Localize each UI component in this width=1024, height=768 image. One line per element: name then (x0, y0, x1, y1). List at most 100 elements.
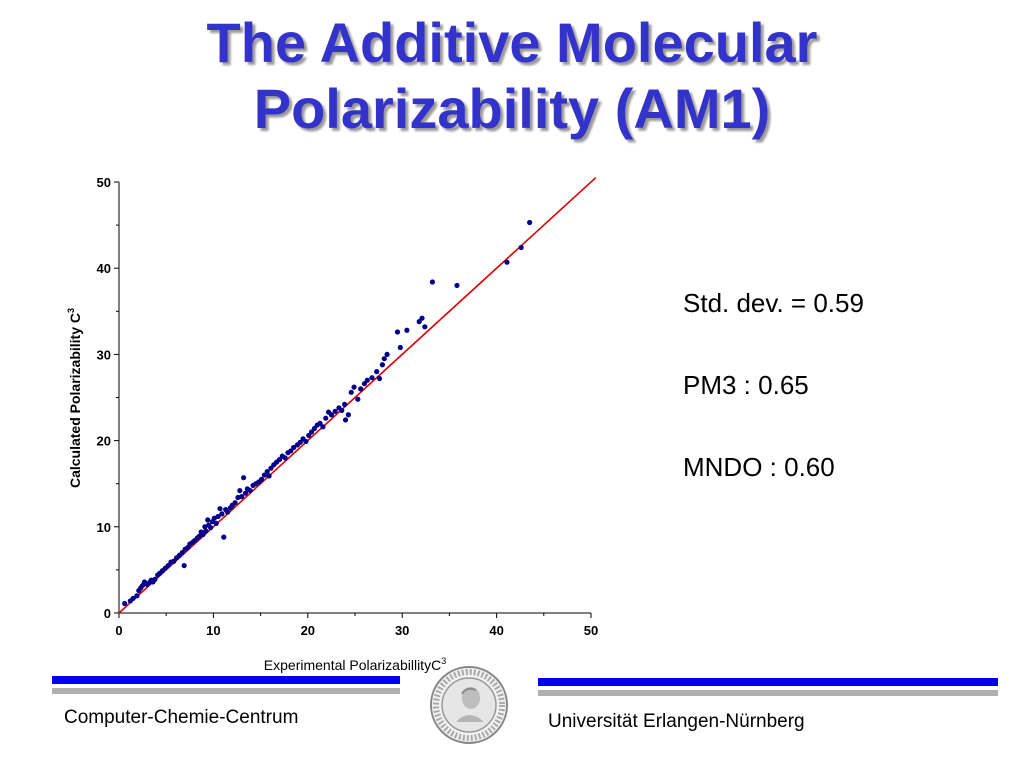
x-axis-label: Experimental PolarizabillityC3 (264, 656, 446, 673)
data-point (348, 389, 354, 395)
data-point (282, 455, 288, 461)
data-point (152, 576, 158, 582)
data-point (527, 219, 533, 226)
data-point (345, 412, 351, 418)
data-point (213, 520, 219, 526)
footer-left-text: Computer-Chemie-Centrum (64, 707, 299, 728)
data-point (205, 517, 211, 523)
data-point (239, 494, 245, 500)
data-point (351, 384, 357, 390)
data-point (323, 415, 329, 421)
data-point (297, 439, 303, 445)
data-point (224, 509, 231, 515)
data-point (215, 513, 221, 520)
y-axis-label-unit: C (67, 313, 83, 323)
data-points (122, 219, 533, 607)
data-point (381, 356, 387, 362)
university-seal-logo (430, 666, 508, 744)
footer-right-gray-bar (538, 690, 998, 696)
slide-title-line-1: The Additive Molecular (206, 11, 818, 74)
y-tick-label: 0 (104, 606, 111, 621)
data-point (416, 319, 422, 325)
data-point (306, 432, 312, 439)
x-axis-label-text: Experimental Polarizabillity (264, 657, 431, 673)
x-tick-label: 0 (115, 623, 122, 638)
data-point (369, 375, 375, 381)
data-point (342, 401, 348, 407)
data-point (404, 327, 410, 333)
data-point (355, 396, 361, 402)
data-point (379, 362, 385, 368)
polarizability-scatter-chart: 0 10 20 30 40 50 0 10 20 30 40 50 Calculated Polari… (66, 175, 599, 673)
data-point (165, 562, 171, 569)
data-point (179, 550, 185, 556)
y-tick-label: 20 (97, 434, 111, 449)
data-point (219, 511, 225, 517)
data-point (374, 369, 380, 375)
data-point (376, 375, 383, 382)
y-tick-label: 10 (97, 520, 111, 535)
y-tick-label: 40 (97, 261, 111, 276)
data-point (397, 344, 403, 351)
footer-right-text: Universität Erlangen-Nürnberg (548, 711, 805, 732)
data-point (291, 444, 297, 451)
x-tick-label: 20 (301, 623, 315, 638)
x-tick-label: 40 (489, 623, 503, 638)
y-axis-label: Calculated Polarizability C3 (66, 308, 83, 488)
data-point (361, 381, 368, 387)
slide-title-line-2: Polarizability (AM1) (253, 77, 771, 140)
data-point (247, 487, 253, 494)
data-point (394, 329, 401, 335)
data-point (171, 558, 177, 564)
data-point (328, 412, 334, 418)
data-point (217, 506, 223, 512)
footer-left-gray-bar (52, 688, 400, 694)
tick-labels: 0 10 20 30 40 50 0 10 20 30 40 50 (97, 175, 599, 638)
data-point (429, 279, 436, 285)
data-point (320, 424, 326, 430)
data-point (122, 600, 128, 607)
data-point (232, 500, 238, 506)
data-point (200, 531, 206, 538)
data-point (207, 525, 214, 531)
fit-line (118, 177, 597, 614)
data-point (454, 282, 460, 289)
data-point (384, 351, 390, 357)
data-point (242, 490, 249, 496)
data-point (261, 472, 267, 478)
data-point (317, 420, 323, 426)
data-point (422, 324, 428, 330)
data-point (130, 595, 136, 601)
data-point (134, 593, 140, 599)
data-point (203, 528, 209, 534)
data-point (276, 456, 283, 463)
data-point (332, 408, 338, 414)
data-point (419, 315, 425, 321)
data-point (241, 475, 247, 481)
data-point (364, 377, 370, 383)
data-point (311, 425, 318, 432)
x-tick-label: 10 (206, 623, 220, 638)
data-point (268, 465, 274, 471)
data-point (308, 429, 315, 435)
x-tick-label: 50 (584, 623, 598, 638)
statistics-panel: Std. dev. = 0.59 PM3 : 0.65 MNDO : 0.60 (683, 285, 864, 531)
data-point (264, 469, 270, 475)
x-axis-label-unit: C (431, 657, 441, 673)
y-tick-label: 30 (97, 347, 111, 362)
data-point (221, 534, 227, 540)
data-point (266, 473, 272, 479)
y-tick-label: 50 (97, 175, 111, 190)
footer-right-blue-bar (538, 678, 998, 686)
data-point (303, 438, 309, 445)
y-axis-label-unit-sup: 3 (66, 308, 76, 313)
chart-axes (114, 181, 592, 618)
stat-std-dev: Std. dev. = 0.59 (683, 288, 864, 318)
x-tick-label: 30 (395, 623, 409, 638)
stat-pm3: PM3 : 0.65 (683, 370, 809, 400)
data-point (358, 386, 364, 392)
data-point (504, 259, 510, 265)
x-axis-label-unit-sup: 3 (441, 656, 446, 666)
slide-title: The Additive Molecular Polarizability (A… (0, 10, 1024, 142)
data-point (288, 448, 294, 454)
